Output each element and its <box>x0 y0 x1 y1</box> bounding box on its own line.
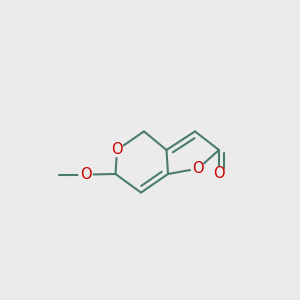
Circle shape <box>79 168 92 181</box>
Circle shape <box>212 167 226 181</box>
Text: O: O <box>213 167 225 182</box>
Circle shape <box>191 162 205 175</box>
Circle shape <box>110 143 124 157</box>
Text: O: O <box>80 167 91 182</box>
Text: O: O <box>192 161 204 176</box>
Text: O: O <box>111 142 123 158</box>
